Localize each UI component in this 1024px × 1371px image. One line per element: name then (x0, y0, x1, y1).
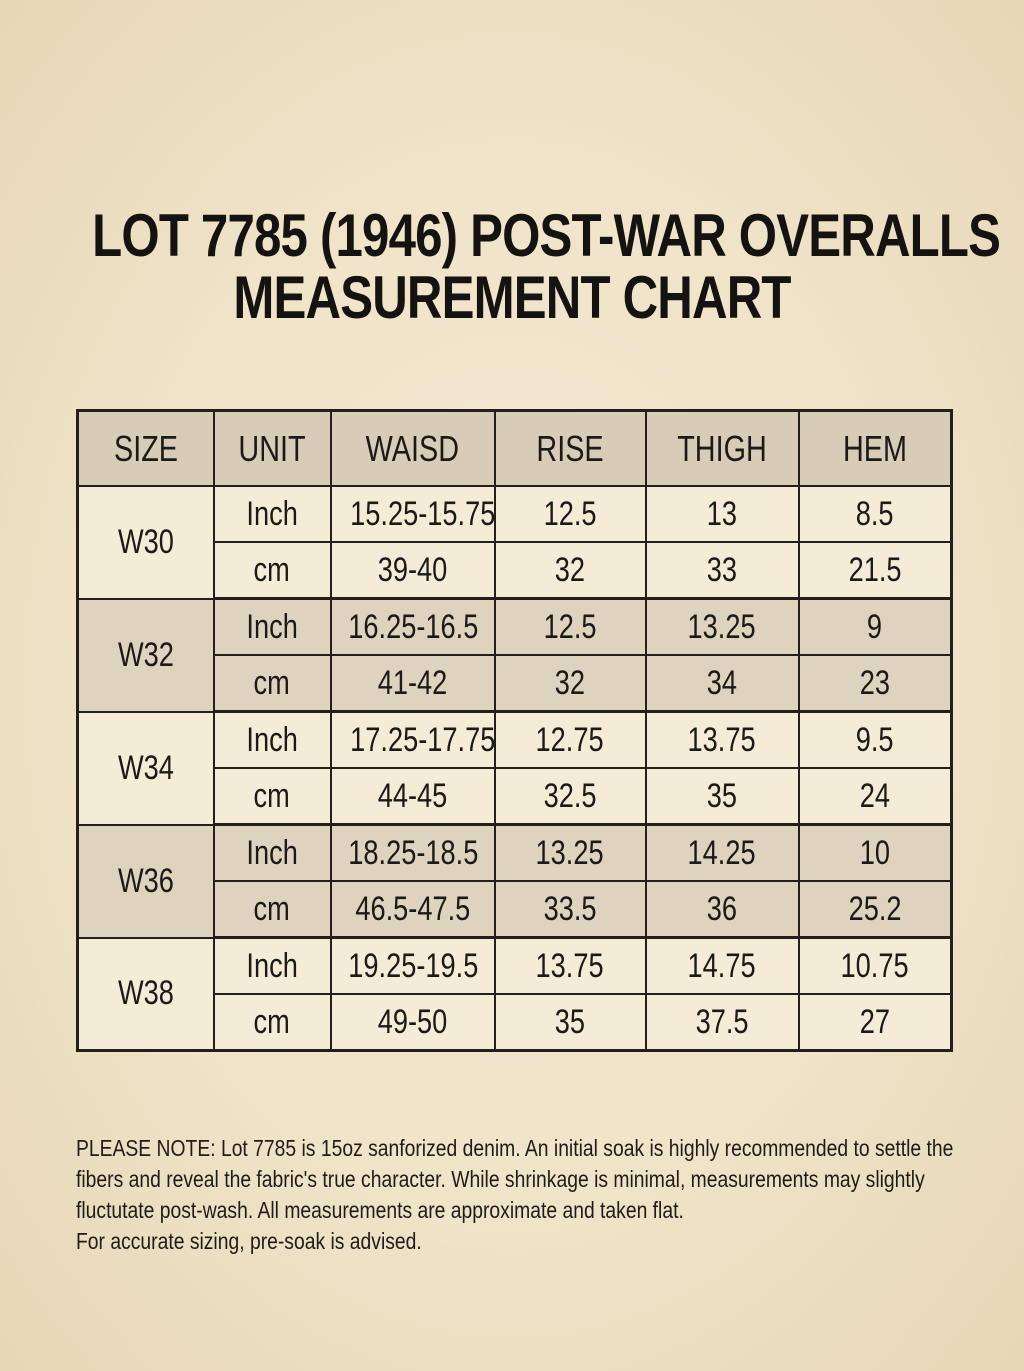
rise-cell: 12.5 (493, 597, 647, 656)
rise-cell: 33.5 (493, 880, 647, 939)
title-line-2: MEASUREMENT CHART (233, 264, 791, 331)
size-cell: W34 (76, 710, 215, 826)
size-cell: W32 (76, 597, 215, 713)
table-row: W32 Inch 16.25-16.5 12.5 13.25 9 (76, 597, 953, 713)
thigh-cell: 14.25 (644, 823, 800, 882)
waist-cell: 41-42 (329, 654, 496, 713)
care-note: PLEASE NOTE: Lot 7785 is 15oz sanforized… (76, 1133, 1016, 1257)
table-row: cm 44-45 32.5 35 24 (78, 767, 953, 826)
hem-cell: 23 (797, 654, 953, 713)
hem-cell: 9 (797, 597, 953, 656)
thigh-cell: 34 (644, 654, 800, 713)
table-row: cm 49-50 35 37.5 27 (78, 993, 953, 1052)
waist-cell: 15.25-15.75 (329, 485, 496, 543)
hem-cell: 9.5 (797, 710, 953, 769)
waist-cell: 39-40 (329, 541, 496, 600)
unit-cell: Inch (212, 823, 332, 882)
thigh-cell: 13 (644, 485, 800, 543)
rise-cell: 32 (493, 654, 647, 713)
header-waist: WAISD (329, 409, 496, 487)
hem-cell: 10.75 (797, 936, 953, 995)
unit-cell: cm (212, 993, 332, 1052)
table-row: cm 41-42 32 34 23 (78, 654, 953, 713)
note-line: fibers and reveal the fabric's true char… (76, 1166, 925, 1192)
unit-cell: Inch (212, 597, 332, 656)
header-hem: HEM (797, 409, 953, 487)
rise-cell: 35 (493, 993, 647, 1052)
title-line-1: LOT 7785 (1946) POST-WAR OVERALLS (92, 202, 1001, 269)
waist-cell: 18.25-18.5 (329, 823, 496, 882)
hem-cell: 8.5 (797, 485, 953, 543)
hem-cell: 10 (797, 823, 953, 882)
waist-cell: 16.25-16.5 (329, 597, 496, 656)
table-row: W38 Inch 19.25-19.5 13.75 14.75 10.75 (76, 936, 953, 1052)
size-cell: W36 (76, 823, 215, 939)
unit-cell: cm (212, 880, 332, 939)
table-header-row: SIZE UNIT WAISD RISE THIGH HEM (76, 409, 953, 487)
table-row: cm 46.5-47.5 33.5 36 25.2 (78, 880, 953, 939)
unit-cell: Inch (212, 936, 332, 995)
header-size: SIZE (76, 409, 215, 487)
thigh-cell: 37.5 (644, 993, 800, 1052)
page-title: LOT 7785 (1946) POST-WAR OVERALLS MEASUR… (92, 202, 1001, 331)
waist-cell: 44-45 (329, 767, 496, 826)
header-unit: UNIT (212, 409, 332, 487)
thigh-cell: 13.25 (644, 597, 800, 656)
header-thigh: THIGH (644, 409, 800, 487)
waist-cell: 17.25-17.75 (329, 710, 496, 769)
unit-cell: Inch (212, 710, 332, 769)
waist-cell: 49-50 (329, 993, 496, 1052)
unit-cell: cm (212, 767, 332, 826)
table-row: W30 Inch 15.25-15.75 12.5 13 8.5 (76, 485, 953, 600)
rise-cell: 13.75 (493, 936, 647, 995)
hem-cell: 24 (797, 767, 953, 826)
table-row: W36 Inch 18.25-18.5 13.25 14.25 10 (76, 823, 953, 939)
thigh-cell: 35 (644, 767, 800, 826)
note-line: PLEASE NOTE: Lot 7785 is 15oz sanforized… (76, 1135, 954, 1161)
unit-cell: cm (212, 654, 332, 713)
header-rise: RISE (493, 409, 647, 487)
hem-cell: 25.2 (797, 880, 953, 939)
table-row: W34 Inch 17.25-17.75 12.75 13.75 9.5 (76, 710, 953, 826)
measurement-table: SIZE UNIT WAISD RISE THIGH HEM W30 Inch … (76, 409, 953, 1052)
rise-cell: 32 (493, 541, 647, 600)
rise-cell: 12.75 (493, 710, 647, 769)
hem-cell: 27 (797, 993, 953, 1052)
unit-cell: Inch (212, 485, 332, 543)
rise-cell: 32.5 (493, 767, 647, 826)
thigh-cell: 36 (644, 880, 800, 939)
note-line: fluctutate post-wash. All measurements a… (76, 1197, 684, 1223)
thigh-cell: 14.75 (644, 936, 800, 995)
hem-cell: 21.5 (797, 541, 953, 600)
thigh-cell: 13.75 (644, 710, 800, 769)
table-row: cm 39-40 32 33 21.5 (78, 541, 953, 600)
note-line: For accurate sizing, pre-soak is advised… (76, 1228, 422, 1254)
size-cell: W38 (76, 936, 215, 1052)
waist-cell: 19.25-19.5 (329, 936, 496, 995)
waist-cell: 46.5-47.5 (329, 880, 496, 939)
unit-cell: cm (212, 541, 332, 600)
thigh-cell: 33 (644, 541, 800, 600)
rise-cell: 12.5 (493, 485, 647, 543)
rise-cell: 13.25 (493, 823, 647, 882)
size-cell: W30 (76, 485, 215, 600)
